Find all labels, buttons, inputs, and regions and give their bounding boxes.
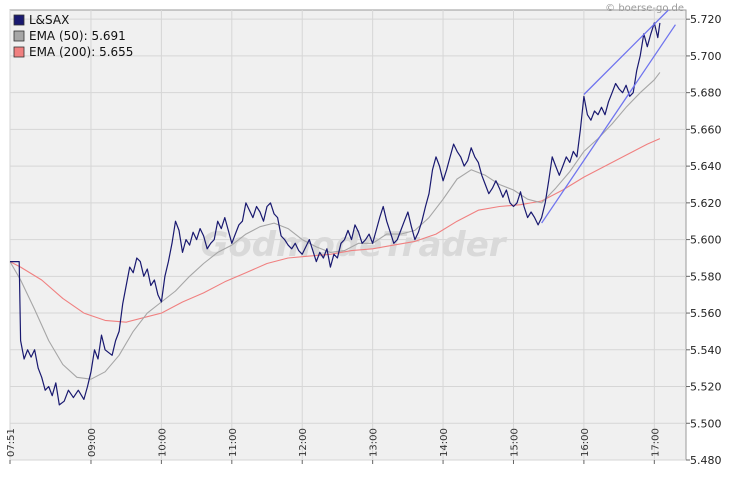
y-tick-label: 5.480: [690, 454, 722, 467]
x-tick-label: 17:00: [650, 428, 661, 457]
y-tick-label: 5.660: [690, 123, 722, 136]
series-line-ema200: [9, 138, 661, 323]
x-tick-label: 11:00: [228, 428, 239, 457]
y-tick-label: 5.580: [690, 270, 722, 283]
y-axis-labels: 5.720 5.700 5.680 5.660 5.640 5.620 5.600 5.580…: [690, 13, 722, 467]
y-tick-label: 5.500: [690, 417, 722, 430]
x-tick-label: 09:00: [87, 428, 98, 457]
series-line-ema50: [9, 72, 661, 380]
legend-label-ema200: EMA (200): 5.655: [29, 45, 133, 59]
series-line-price: [10, 22, 661, 406]
x-tick-label: 13:00: [369, 428, 380, 457]
copyright-text: © boerse-go.de: [605, 3, 684, 14]
legend-swatch-ema200: [13, 46, 25, 58]
x-tick-label: 07:51: [6, 428, 17, 457]
legend-swatch-price: [13, 14, 25, 26]
y-tick-label: 5.640: [690, 160, 722, 173]
y-tick-label: 5.600: [690, 234, 722, 247]
x-tick-label: 10:00: [157, 428, 168, 457]
legend-swatch-ema50: [13, 30, 25, 42]
series-group: [9, 9, 676, 406]
y-tick-label: 5.680: [690, 87, 722, 100]
trendline-1: [541, 24, 676, 224]
x-tick-label: 16:00: [580, 428, 591, 457]
x-tick-label: 14:00: [439, 428, 450, 457]
y-tick-label: 5.700: [690, 50, 722, 63]
y-tick-label: 5.560: [690, 307, 722, 320]
x-axis-labels: 07:51 09:00 10:00 11:00 12:00 13:00 14:00 15:00…: [6, 428, 661, 457]
trendline-2: [583, 9, 669, 95]
x-tick-label: 15:00: [509, 428, 520, 457]
legend-label-ema50: EMA (50): 5.691: [29, 29, 126, 43]
plot-area: [9, 9, 687, 461]
y-tick-label: 5.620: [690, 197, 722, 210]
x-tick-label: 12:00: [298, 428, 309, 457]
y-tick-label: 5.720: [690, 13, 722, 26]
legend: L&SAX EMA (50): 5.691 EMA (200): 5.655: [13, 13, 133, 59]
grid-lines: [9, 10, 690, 464]
y-tick-label: 5.520: [690, 381, 722, 394]
legend-label-price: L&SAX: [29, 13, 69, 27]
y-tick-label: 5.540: [690, 344, 722, 357]
